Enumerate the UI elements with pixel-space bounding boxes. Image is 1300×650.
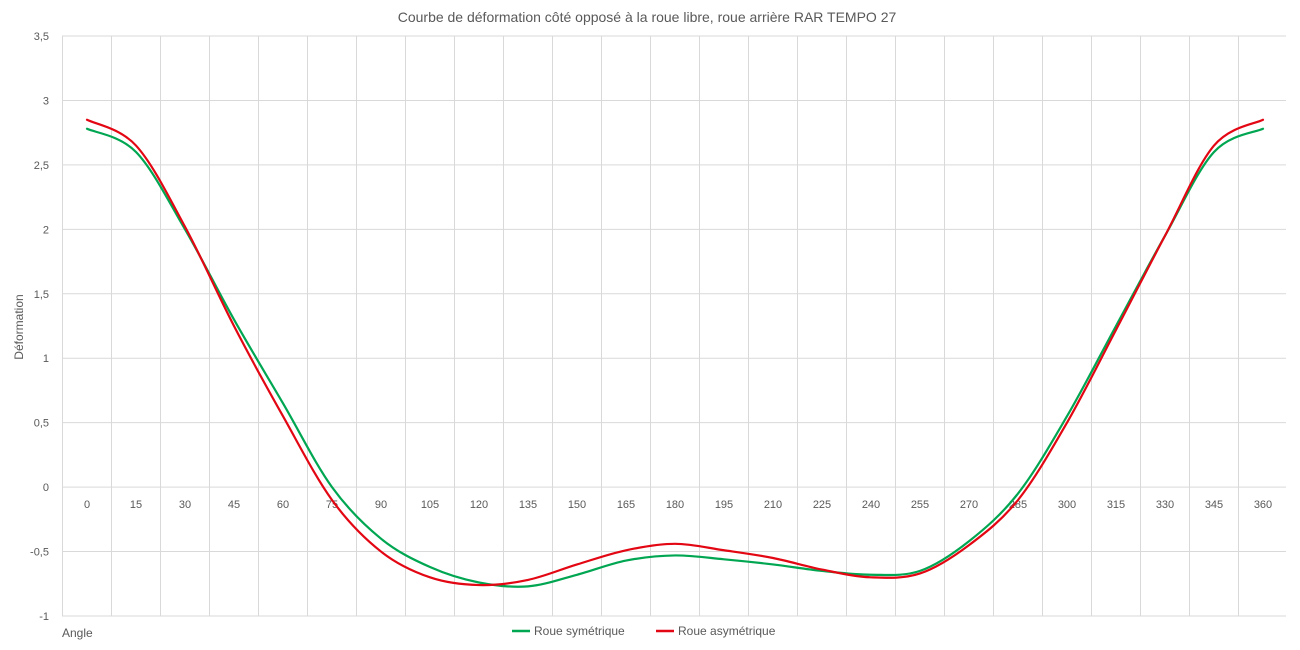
grid <box>62 35 1286 617</box>
x-tick-label: 45 <box>228 499 240 511</box>
y-tick-labels: -1 -0,5 0 0,5 1 1,5 2 2,5 3 3,5 <box>30 31 49 623</box>
y-tick-label: -0,5 <box>30 547 49 559</box>
y-tick-label: -1 <box>39 611 49 623</box>
x-tick-label: 15 <box>130 499 142 511</box>
x-tick-label: 150 <box>568 499 586 511</box>
x-tick-label: 105 <box>421 499 439 511</box>
y-tick-label: 3,5 <box>34 31 49 43</box>
legend-entry-roue-asymetrique[interactable]: Roue asymétrique <box>656 624 776 638</box>
x-tick-label: 270 <box>960 499 978 511</box>
y-tick-label: 0,5 <box>34 418 49 430</box>
y-tick-label: 1,5 <box>34 289 49 301</box>
x-tick-label: 60 <box>277 499 289 511</box>
x-tick-label: 180 <box>666 499 684 511</box>
legend-label-roue-symetrique: Roue symétrique <box>534 624 625 638</box>
x-tick-label: 225 <box>813 499 831 511</box>
x-tick-label: 30 <box>179 499 191 511</box>
legend: Roue symétrique Roue asymétrique <box>512 624 776 638</box>
x-tick-label: 90 <box>375 499 387 511</box>
x-tick-label: 75 <box>326 499 338 511</box>
y-tick-label: 3 <box>43 95 49 107</box>
x-axis-label: Angle <box>62 626 93 640</box>
x-tick-label: 315 <box>1107 499 1125 511</box>
y-tick-label: 0 <box>43 482 49 494</box>
y-tick-label: 2 <box>43 224 49 236</box>
legend-entry-roue-symetrique[interactable]: Roue symétrique <box>512 624 625 638</box>
legend-label-roue-asymetrique: Roue asymétrique <box>678 624 776 638</box>
x-tick-label: 330 <box>1156 499 1174 511</box>
series-line-roue-symetrique <box>85 127 1265 588</box>
chart-title: Courbe de déformation côté opposé à la r… <box>398 9 897 25</box>
x-tick-label: 210 <box>764 499 782 511</box>
x-tick-label: 120 <box>470 499 488 511</box>
series-lines <box>85 118 1265 588</box>
x-tick-label: 300 <box>1058 499 1076 511</box>
x-tick-label: 195 <box>715 499 733 511</box>
y-axis-label: Déformation <box>12 294 26 359</box>
y-tick-label: 1 <box>43 353 49 365</box>
x-tick-label: 240 <box>862 499 880 511</box>
x-tick-label: 345 <box>1205 499 1223 511</box>
x-tick-label: 135 <box>519 499 537 511</box>
x-tick-label: 255 <box>911 499 929 511</box>
x-tick-labels: 0 15 30 45 60 75 90 105 120 135 150 165 180 195 210 225… <box>84 499 1272 511</box>
x-tick-label: 165 <box>617 499 635 511</box>
series-line-roue-asymetrique <box>85 118 1265 587</box>
x-tick-label: 285 <box>1009 499 1027 511</box>
x-tick-label: 0 <box>84 499 90 511</box>
x-tick-label: 360 <box>1254 499 1272 511</box>
y-tick-label: 2,5 <box>34 160 49 172</box>
